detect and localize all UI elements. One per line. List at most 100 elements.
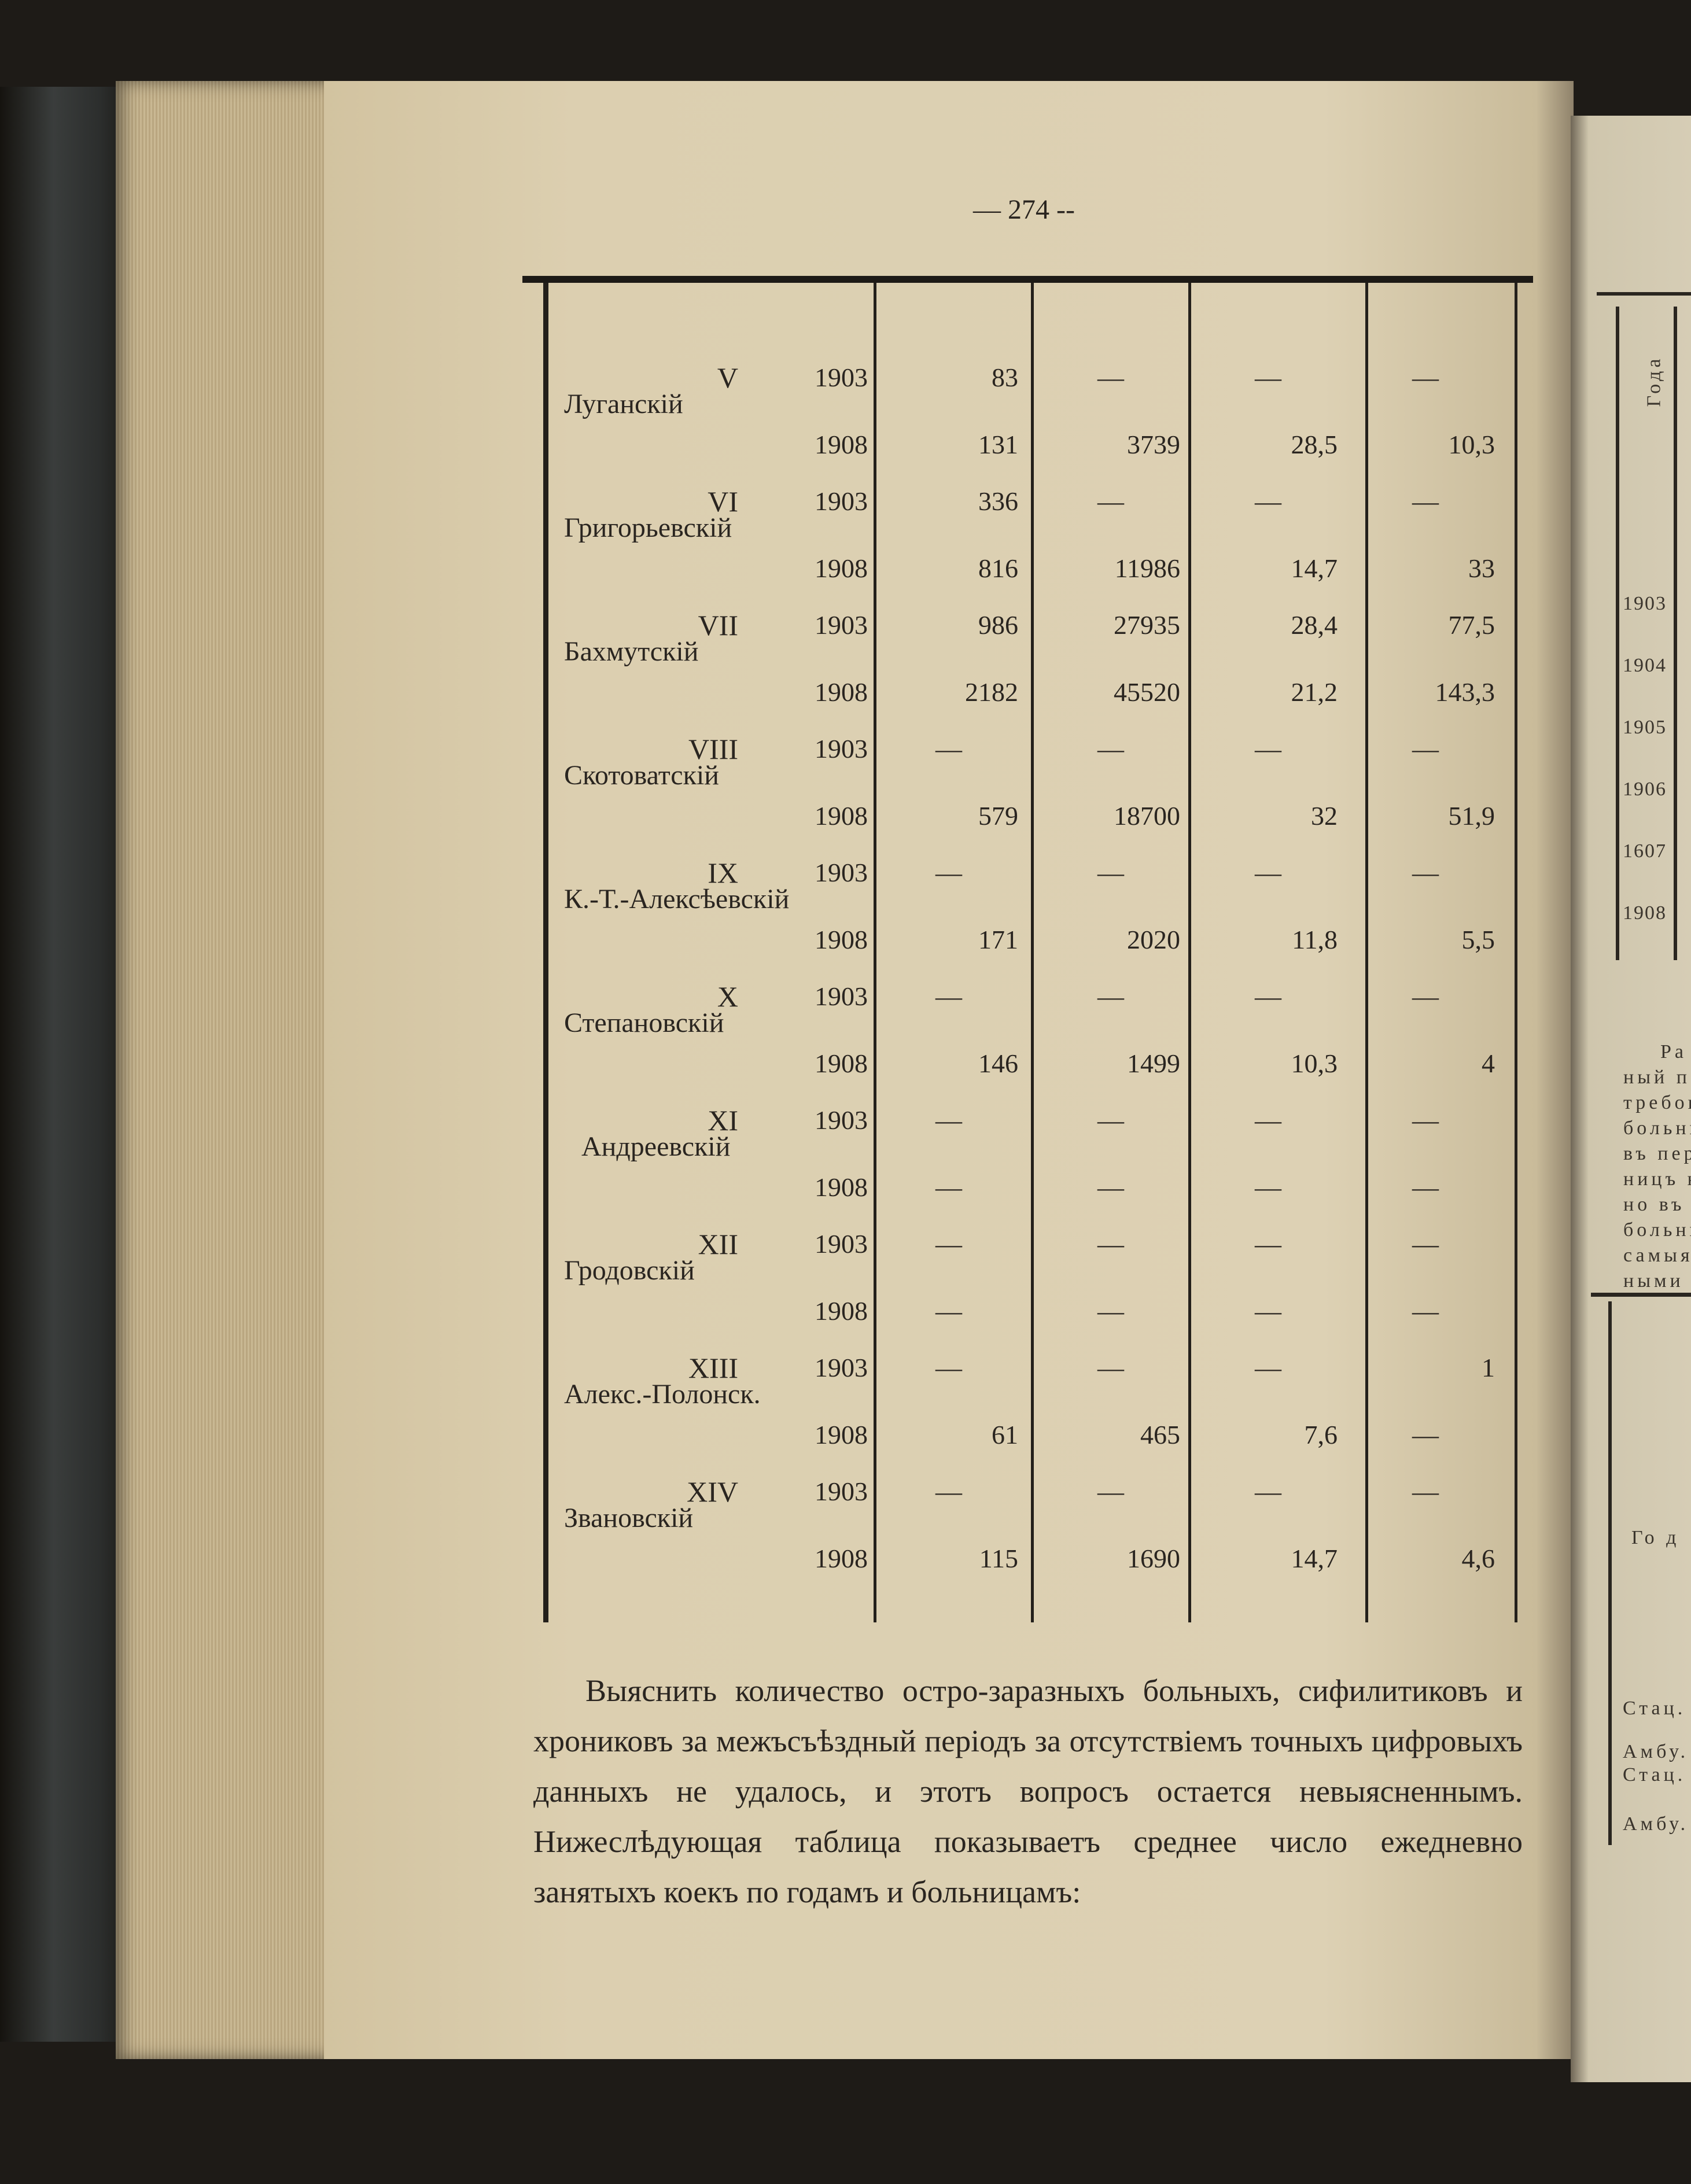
value-cell: — [1255,1105,1281,1135]
value-cell: — [1097,858,1124,887]
value-cell: — [1412,734,1439,763]
district-numeral: VII [698,609,738,641]
right-text-fragment: больниц [1623,1117,1691,1139]
right-table2-line [1608,1301,1612,1845]
value-cell: — [1097,982,1124,1011]
right-table2-row: Стац. [1623,1764,1686,1785]
right-text-fragment: требова [1623,1092,1691,1113]
year-cell: 1903 [815,734,868,763]
value-cell: 5,5 [1461,925,1495,954]
year-cell: 1908 [815,1049,868,1078]
value-cell: — [1255,1477,1281,1506]
value-cell: — [1412,1477,1439,1506]
district-numeral: VIII [688,733,738,765]
district-name: К.-Т.-Алексѣевскій [564,884,790,914]
right-text-fragment: въ пер [1623,1143,1691,1164]
right-table2-header: Го д [1631,1527,1680,1548]
year-cell: 1908 [815,677,868,707]
value-cell: 465 [1140,1420,1180,1449]
value-cell: 77,5 [1448,610,1495,640]
right-header-vertical: Года [1643,355,1665,407]
district-numeral: VI [708,485,738,518]
year-cell: 1903 [815,1353,868,1382]
value-cell: — [1412,1172,1439,1202]
value-cell: 816 [978,554,1018,583]
year-cell: 1908 [815,1296,868,1326]
district-numeral: XIII [688,1352,738,1384]
district-numeral: IX [708,857,738,889]
right-text-fragment: больниц [1623,1219,1691,1241]
right-table-line [1674,307,1677,960]
value-cell: — [1097,1353,1124,1382]
value-cell: — [1255,486,1281,516]
value-cell: — [1097,734,1124,763]
column-divider [1515,283,1517,1622]
right-year: 1906 [1623,779,1667,800]
value-cell: 3739 [1127,430,1180,459]
value-cell: — [1097,1296,1124,1326]
value-cell: — [935,982,962,1011]
year-cell: 1903 [815,858,868,887]
district-numeral: XII [698,1228,738,1260]
value-cell: 28,5 [1291,430,1338,459]
table-top-rule [522,276,1533,283]
district-numeral: XI [708,1104,738,1137]
right-page [1571,116,1691,2082]
right-text-fragment: ницъ н [1623,1168,1691,1190]
value-cell: — [1412,363,1439,392]
value-cell: — [1255,1296,1281,1326]
value-cell: 33 [1468,554,1495,583]
value-cell: 61 [992,1420,1018,1449]
district-name: Степановскій [564,1008,724,1038]
value-cell: 28,4 [1291,610,1338,640]
value-cell: — [1255,858,1281,887]
value-cell: — [1412,486,1439,516]
value-cell: 143,3 [1435,677,1495,707]
value-cell: — [935,858,962,887]
book-cover [0,87,133,2042]
year-cell: 1908 [815,801,868,831]
year-cell: 1903 [815,982,868,1011]
right-text-fragment: но въ [1623,1194,1685,1215]
value-cell: 1690 [1127,1544,1180,1573]
value-cell: — [1255,982,1281,1011]
column-divider [874,283,876,1622]
value-cell: 2182 [965,677,1018,707]
column-divider [1365,283,1368,1622]
year-cell: 1903 [815,1229,868,1259]
page-edges [116,81,336,2059]
right-year: 1908 [1623,902,1667,924]
page-number: — 274 -- [973,194,1075,225]
right-year: 1607 [1623,840,1667,862]
district-name: Бахмутскій [564,636,699,667]
value-cell: — [935,1477,962,1506]
value-cell: — [935,1353,962,1382]
value-cell: 32 [1311,801,1338,831]
value-cell: — [1255,734,1281,763]
column-divider [1031,283,1034,1622]
value-cell: — [935,1105,962,1135]
year-cell: 1908 [815,1172,868,1202]
value-cell: — [935,1229,962,1259]
district-name: Андреевскій [581,1131,731,1162]
value-cell: — [1412,1105,1439,1135]
district-name: Алекс.-Полонск. [564,1379,761,1410]
value-cell: — [1097,1105,1124,1135]
value-cell: 45520 [1114,677,1180,707]
paragraph-text: Выяснить количество остро-заразныхъ боль… [533,1673,1523,1909]
value-cell: 18700 [1114,801,1180,831]
right-table2-row: Амбу. [1623,1813,1689,1835]
right-text-fragment: самыя [1623,1245,1691,1266]
district-numeral: X [717,980,738,1013]
right-text-fragment: ными в [1623,1270,1691,1292]
value-cell: 27935 [1114,610,1180,640]
right-year: 1905 [1623,717,1667,738]
district-name: Григорьевскій [564,512,732,543]
right-year: 1903 [1623,593,1667,614]
value-cell: 4 [1482,1049,1495,1078]
year-cell: 1908 [815,925,868,954]
value-cell: 14,7 [1291,554,1338,583]
district-name: Звановскій [564,1503,694,1533]
value-cell: 7,6 [1304,1420,1338,1449]
right-table2-row: Стац. [1623,1698,1686,1719]
